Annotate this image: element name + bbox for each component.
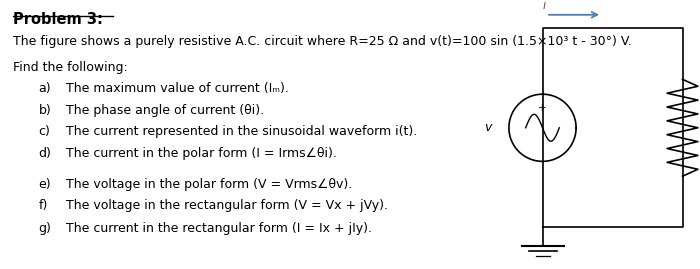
Text: The figure shows a purely resistive A.C. circuit where R=25 Ω and v(t)=100 sin (: The figure shows a purely resistive A.C.… bbox=[13, 35, 631, 48]
Text: g): g) bbox=[38, 222, 51, 235]
Text: Problem 3:: Problem 3: bbox=[13, 12, 102, 27]
Text: The maximum value of current (Iₘ).: The maximum value of current (Iₘ). bbox=[66, 82, 289, 95]
Text: c): c) bbox=[38, 125, 50, 138]
Text: f): f) bbox=[38, 199, 48, 212]
Text: b): b) bbox=[38, 104, 51, 116]
Text: a): a) bbox=[38, 82, 51, 95]
Text: The voltage in the rectangular form (V = Vx + jVy).: The voltage in the rectangular form (V =… bbox=[66, 199, 389, 212]
Text: $i$: $i$ bbox=[542, 0, 547, 12]
Text: The current in the rectangular form (I = Ix + jIy).: The current in the rectangular form (I =… bbox=[66, 222, 372, 235]
Text: +: + bbox=[538, 102, 547, 113]
Text: The current represented in the sinusoidal waveform i(t).: The current represented in the sinusoida… bbox=[66, 125, 418, 138]
Text: The current in the polar form (I = Irms∠θi).: The current in the polar form (I = Irms∠… bbox=[66, 147, 337, 160]
Text: $v$: $v$ bbox=[484, 121, 494, 134]
Text: d): d) bbox=[38, 147, 51, 160]
Text: Find the following:: Find the following: bbox=[13, 61, 127, 73]
Text: The phase angle of current (θi).: The phase angle of current (θi). bbox=[66, 104, 265, 116]
Text: e): e) bbox=[38, 178, 51, 190]
Text: The voltage in the polar form (V = Vrms∠θv).: The voltage in the polar form (V = Vrms∠… bbox=[66, 178, 353, 190]
